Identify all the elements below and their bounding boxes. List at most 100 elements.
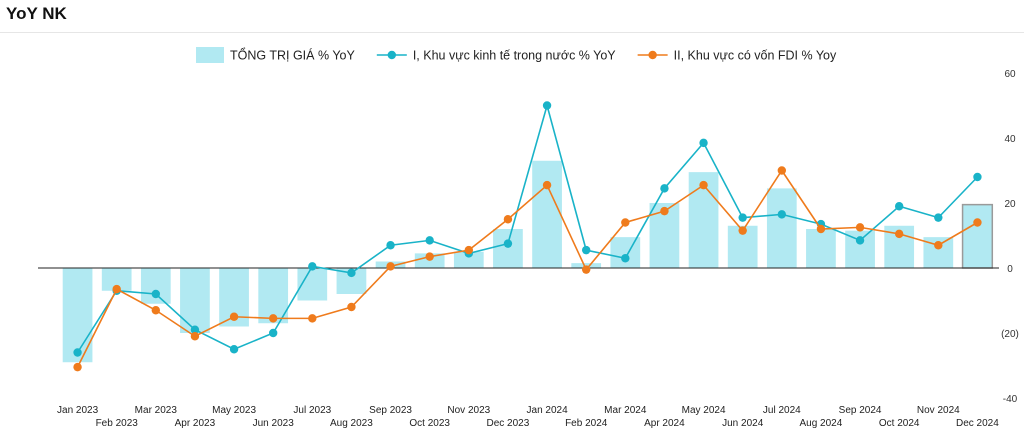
series-point (503, 215, 513, 224)
x-tick-label: May 2023 (212, 405, 256, 416)
axes: 60 40 20 0 (20) -40 Jan 2023 Feb 2023 Mar 2023 Ap… (38, 69, 1019, 429)
chart-title: YoY NK (6, 4, 67, 23)
series-point (308, 262, 317, 271)
bar (532, 160, 562, 268)
series-point (581, 265, 591, 274)
series-point (73, 362, 82, 372)
legend-swatch-bar (196, 47, 224, 63)
series-point (894, 229, 904, 239)
x-tick-label: Jan 2023 (57, 405, 99, 416)
series-point (738, 213, 747, 222)
x-tick-label: Jan 2024 (527, 405, 569, 416)
series-point (268, 314, 278, 323)
series-line (76, 102, 979, 353)
legend-label: II, Khu vực có vốn FDI % Yoy (674, 49, 837, 63)
x-tick-label: Feb 2024 (565, 418, 608, 429)
x-tick-label: May 2024 (682, 405, 726, 416)
x-tick-label: Dec 2024 (956, 418, 999, 429)
x-tick-label: Oct 2024 (879, 418, 920, 429)
bar (961, 203, 994, 269)
series-point (699, 180, 708, 190)
x-tick-label: Jul 2024 (763, 405, 801, 416)
series-point (660, 184, 669, 193)
series-point (347, 302, 356, 312)
y-tick-label: 20 (1004, 199, 1016, 210)
x-tick-label: Oct 2023 (409, 418, 450, 429)
title-divider (0, 32, 1024, 33)
x-tick-label: Nov 2024 (917, 405, 960, 416)
x-tick-label: Sep 2024 (839, 405, 882, 416)
series-point (738, 226, 747, 235)
series-point (386, 262, 395, 271)
x-tick-label: Apr 2024 (644, 418, 685, 429)
series-point (973, 172, 982, 182)
series-point (308, 314, 317, 323)
series-point (425, 236, 434, 245)
series-point (621, 218, 630, 227)
y-tick-label: -40 (1003, 394, 1018, 405)
series-point (542, 101, 552, 110)
series-point (268, 328, 278, 338)
series-point (151, 306, 161, 315)
series-point (894, 202, 904, 211)
y-tick-label: 0 (1007, 264, 1013, 275)
bar (610, 237, 641, 269)
x-tick-label: Mar 2023 (135, 405, 178, 416)
bar (453, 251, 484, 268)
line-series (73, 101, 982, 372)
legend-swatch-marker (648, 50, 657, 60)
y-tick-label: 40 (1004, 134, 1016, 145)
y-tick-label: (20) (1001, 329, 1019, 340)
bar (140, 268, 171, 304)
series-point (973, 218, 982, 227)
series-point (621, 254, 630, 263)
series-point (855, 223, 865, 232)
y-tick-label: 60 (1004, 69, 1016, 80)
series-point (855, 236, 865, 245)
x-tick-label: Sep 2023 (369, 405, 412, 416)
series-point (777, 210, 787, 219)
series-point (503, 239, 513, 248)
bar (493, 229, 523, 268)
series-point (112, 284, 121, 294)
series-point (347, 268, 356, 278)
legend-swatch-marker (387, 50, 397, 60)
legend: TỔNG TRỊ GIÁ % YoY I, Khu vực kinh tế tro… (196, 47, 837, 63)
series-point (73, 348, 82, 357)
series-point (699, 138, 708, 148)
series-point (581, 245, 591, 255)
bar (766, 188, 797, 269)
legend-label: I, Khu vực kinh tế trong nước % YoY (413, 49, 616, 63)
series-point (816, 224, 826, 234)
series-point (151, 289, 161, 299)
x-tick-label: Jun 2024 (722, 418, 764, 429)
x-tick-label: Dec 2023 (486, 418, 529, 429)
x-tick-label: Apr 2023 (175, 418, 216, 429)
x-tick-label: Aug 2023 (330, 418, 373, 429)
series-point (464, 245, 474, 255)
series-point (190, 325, 200, 334)
series-point (386, 241, 395, 250)
series-point (542, 180, 552, 190)
x-tick-label: Mar 2024 (604, 405, 647, 416)
x-tick-label: Nov 2023 (447, 405, 490, 416)
legend-label: TỔNG TRỊ GIÁ % YoY (230, 48, 355, 63)
series-point (934, 213, 943, 222)
bar (806, 229, 836, 268)
bar (180, 268, 210, 333)
series-point (229, 345, 239, 354)
x-tick-label: Jul 2023 (293, 405, 331, 416)
series-point (660, 206, 669, 216)
series-point (190, 332, 200, 341)
series-point (229, 312, 239, 321)
x-tick-label: Feb 2023 (96, 418, 139, 429)
bar (101, 268, 132, 291)
series-point (777, 166, 787, 175)
x-tick-label: Aug 2024 (799, 418, 842, 429)
series-line (76, 169, 978, 368)
x-tick-label: Jun 2023 (253, 418, 295, 429)
bar (258, 268, 289, 324)
series-point (425, 252, 434, 261)
